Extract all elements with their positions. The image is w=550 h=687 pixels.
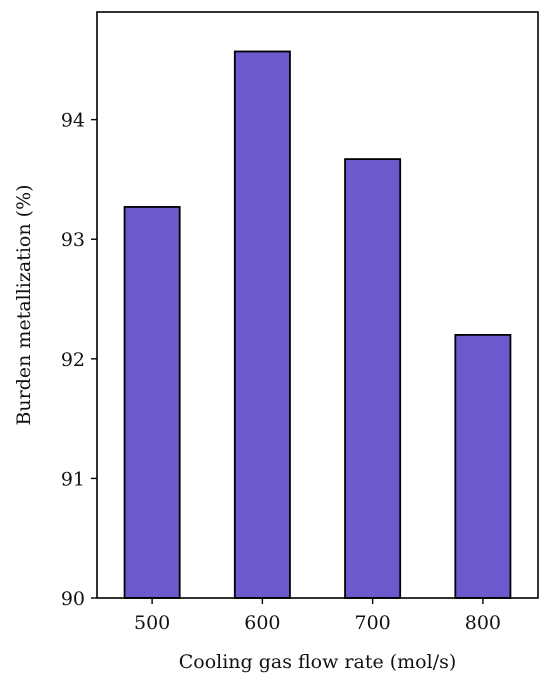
- x-tick-label: 500: [134, 612, 170, 634]
- y-tick-label: 94: [61, 110, 85, 132]
- bar-800: [454, 333, 512, 599]
- x-axis-label: Cooling gas flow rate (mol/s): [179, 651, 457, 673]
- y-tick-label: 93: [61, 229, 85, 251]
- bar-500: [123, 206, 181, 599]
- plot-frame: [96, 11, 539, 599]
- y-axis-label: Burden metallization (%): [13, 184, 35, 425]
- bar-600: [233, 50, 291, 599]
- bar-700: [344, 158, 402, 599]
- y-axis-ticks: 90 91 92 93 94: [61, 110, 97, 610]
- x-tick-label: 600: [244, 612, 280, 634]
- x-tick-label: 800: [465, 612, 501, 634]
- bars-group: [123, 50, 512, 599]
- y-tick-label: 91: [61, 468, 85, 490]
- x-tick-label: 700: [354, 612, 390, 634]
- x-axis-ticks: 500 600 700 800: [134, 598, 501, 634]
- y-tick-label: 90: [61, 588, 85, 610]
- y-tick-label: 92: [61, 349, 85, 371]
